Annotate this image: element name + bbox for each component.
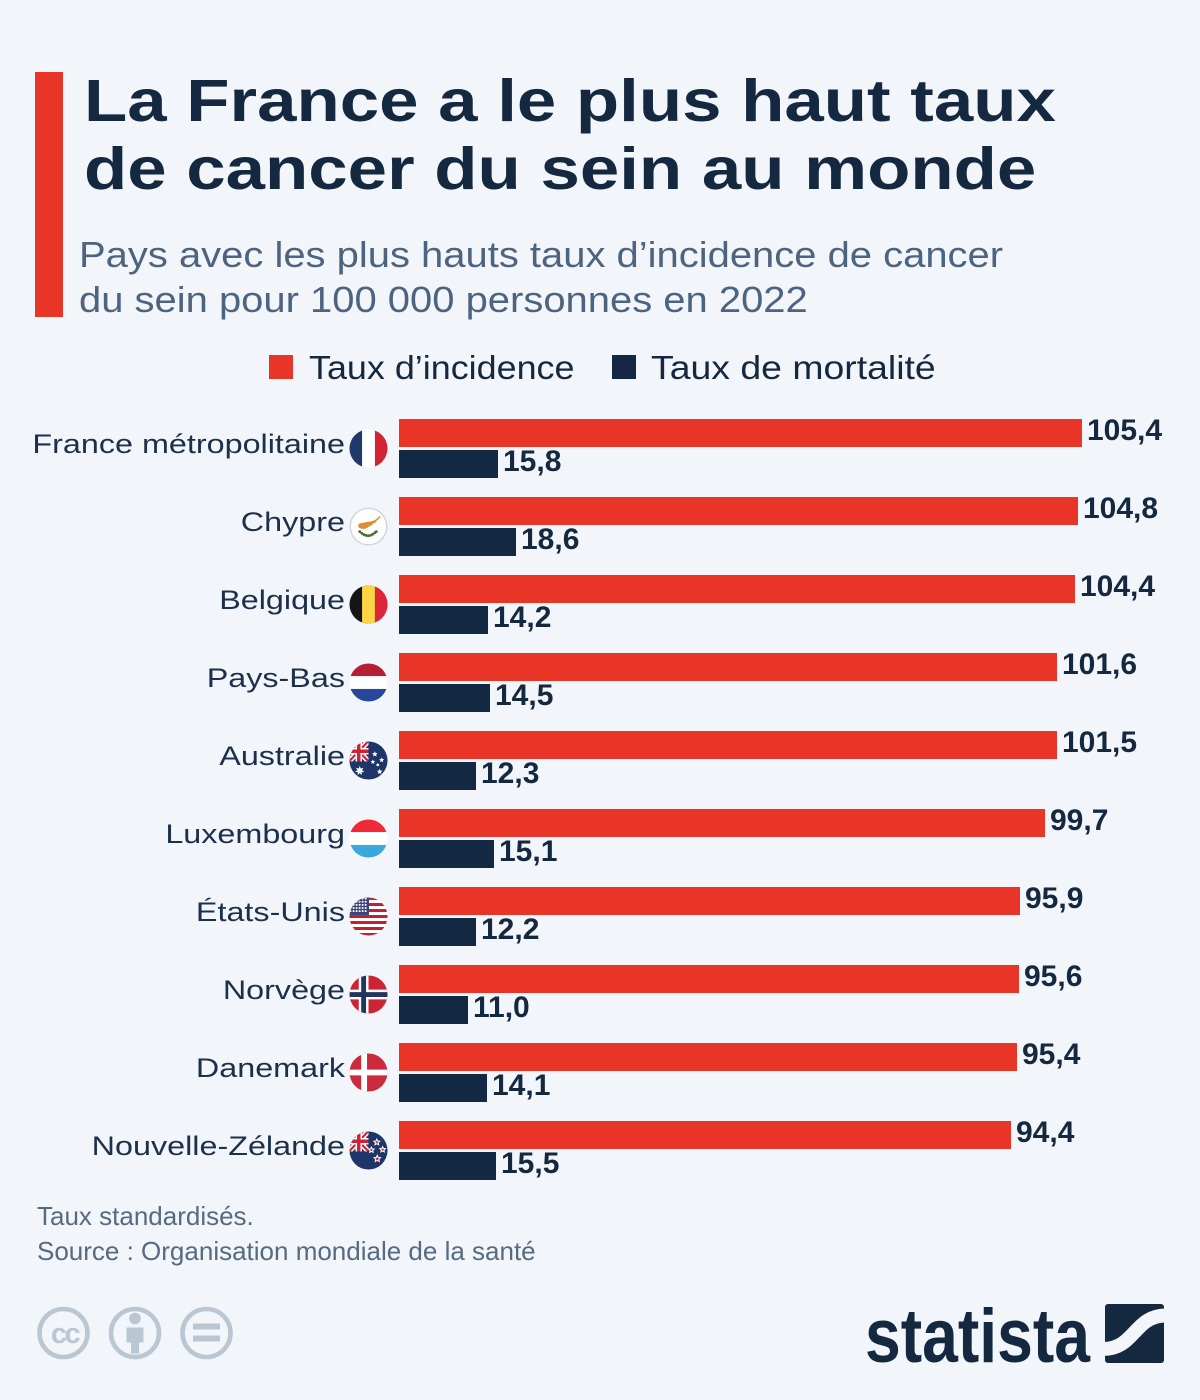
svg-text:statista: statista	[865, 1294, 1091, 1370]
svg-text:cc: cc	[51, 1318, 81, 1350]
